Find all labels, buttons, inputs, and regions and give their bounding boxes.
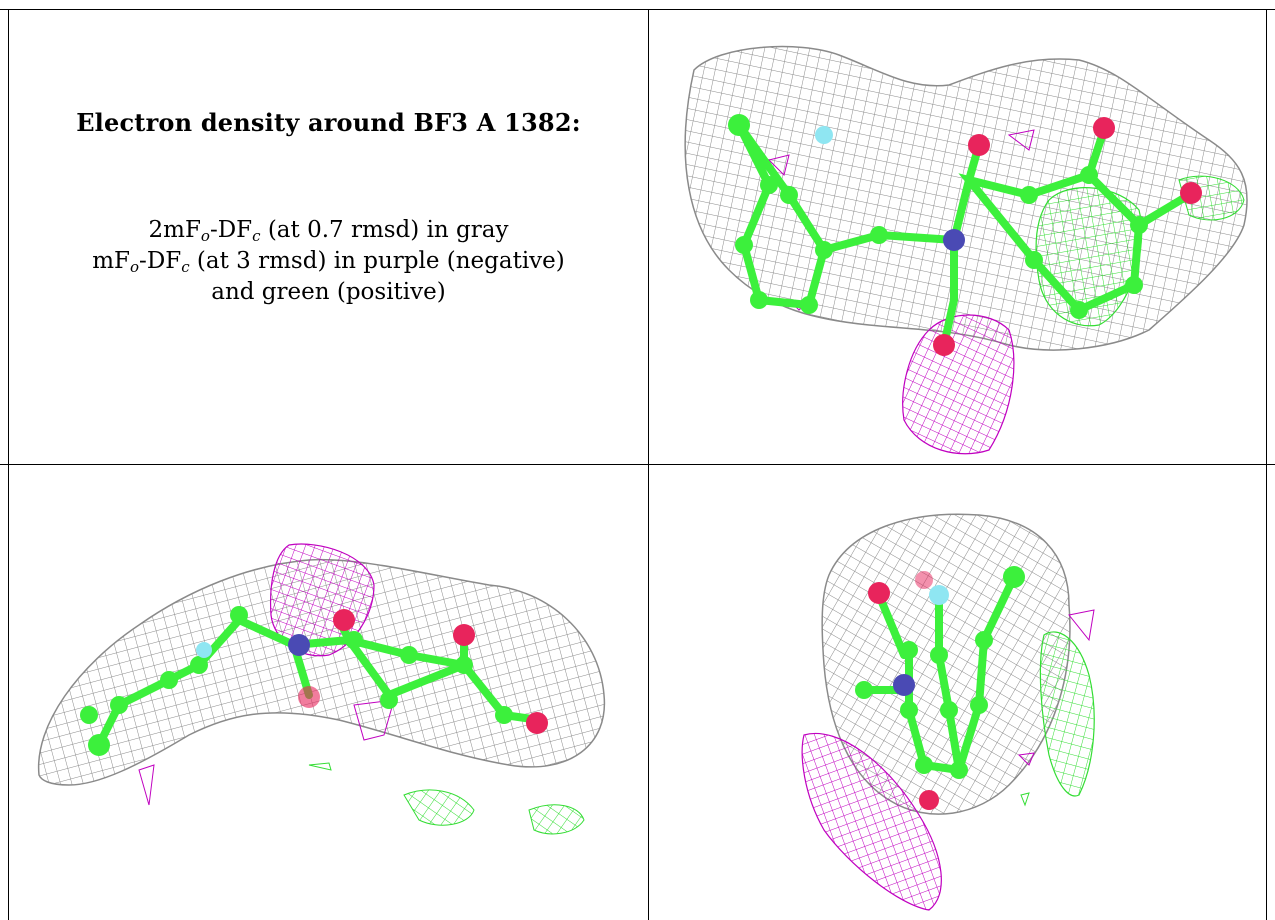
caption-cell: Electron density around BF3 A 1382: 2mFo… [9, 10, 648, 464]
legend-line-2fofc: 2mFo-DFc (at 0.7 rmsd) in gray [148, 217, 509, 245]
density-view-bottom-left [9, 465, 648, 920]
density-mesh-purple-negative [801, 732, 942, 911]
density-view-bottom-right [649, 465, 1266, 920]
table-right-border [1266, 9, 1267, 920]
ligand-bonds [735, 121, 1193, 349]
density-view-top-right [649, 10, 1266, 464]
legend-line-positive: and green (positive) [211, 279, 446, 305]
legend-line-fofc: mFo-DFc (at 3 rmsd) in purple (negative) [92, 248, 565, 276]
table-middle-border [0, 464, 1275, 465]
table-top-border [0, 9, 1275, 10]
density-mesh-green-positive [1039, 631, 1095, 797]
density-mesh-gray [37, 558, 606, 786]
caption-title: Electron density around BF3 A 1382: [76, 108, 581, 137]
density-render-1 [684, 45, 1248, 455]
table-center-border [648, 9, 649, 920]
table-left-border [8, 9, 9, 920]
density-mesh-purple-negative [902, 314, 1015, 455]
ligand-atoms [728, 114, 1202, 356]
density-render-3 [801, 513, 1095, 911]
density-render-2 [37, 543, 606, 835]
caption-legend: 2mFo-DFc (at 0.7 rmsd) in gray mFo-DFc (… [9, 215, 648, 308]
